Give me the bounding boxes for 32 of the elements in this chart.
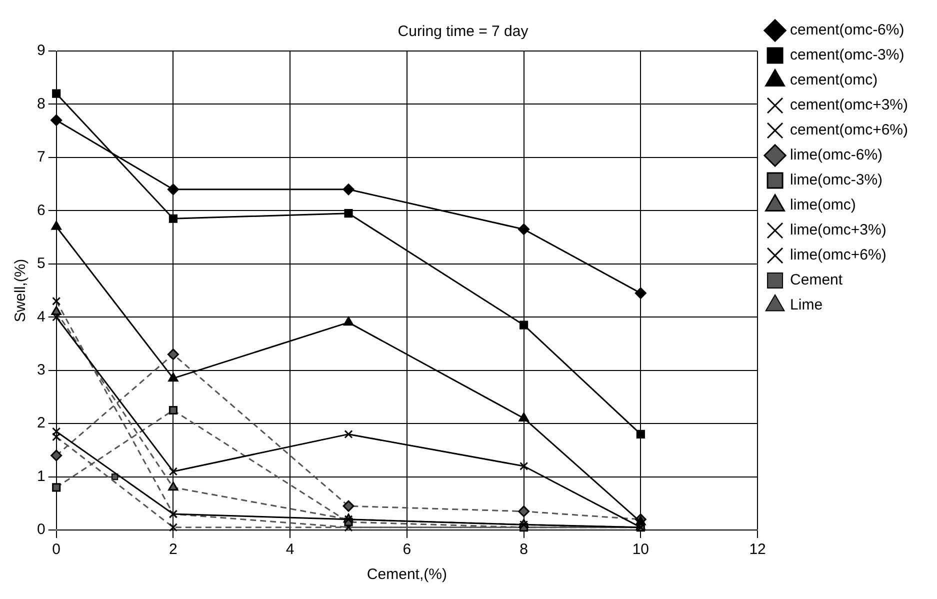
x-tick-label: 4 bbox=[286, 541, 294, 558]
y-tick-label: 0 bbox=[37, 521, 46, 538]
legend-label: lime(omc+3%) bbox=[790, 222, 886, 239]
y-tick-label: 5 bbox=[37, 255, 46, 272]
y-tick-label: 3 bbox=[37, 361, 46, 378]
y-tick-label: 7 bbox=[37, 148, 46, 166]
legend-label: lime(omc-6%) bbox=[790, 146, 883, 164]
y-tick-label: 6 bbox=[37, 202, 46, 219]
x-tick-label: 10 bbox=[632, 541, 650, 558]
legend-label: cement(omc+6%) bbox=[790, 122, 908, 139]
y-tick-label: 2 bbox=[37, 414, 46, 432]
y-axis-title: Swell,(%) bbox=[12, 258, 30, 322]
legend-label: lime(omc) bbox=[790, 196, 856, 214]
legend-label: cement(omc-3%) bbox=[790, 46, 904, 64]
legend-label: Lime bbox=[790, 296, 823, 314]
x-tick-label: 0 bbox=[52, 541, 61, 558]
x-tick-label: 2 bbox=[169, 541, 178, 558]
legend-label: lime(omc-3%) bbox=[790, 172, 883, 189]
legend-label: lime(omc+6%) bbox=[790, 246, 886, 264]
x-tick-label: 8 bbox=[520, 541, 528, 558]
y-tick-label: 1 bbox=[37, 468, 46, 485]
chart-title: Curing time = 7 day bbox=[398, 23, 529, 40]
legend-label: Cement bbox=[790, 272, 844, 289]
x-axis-title: Cement,(%) bbox=[366, 566, 447, 584]
x-tick-label: 12 bbox=[749, 541, 766, 558]
y-tick-label: 8 bbox=[37, 95, 46, 112]
legend-label: cement(omc-6%) bbox=[790, 22, 904, 39]
y-tick-label: 9 bbox=[37, 42, 46, 60]
legend-label: cement(omc+3%) bbox=[790, 96, 908, 114]
y-tick-label: 4 bbox=[37, 308, 46, 326]
legend-label: cement(omc) bbox=[790, 72, 878, 89]
x-tick-label: 6 bbox=[402, 541, 412, 558]
